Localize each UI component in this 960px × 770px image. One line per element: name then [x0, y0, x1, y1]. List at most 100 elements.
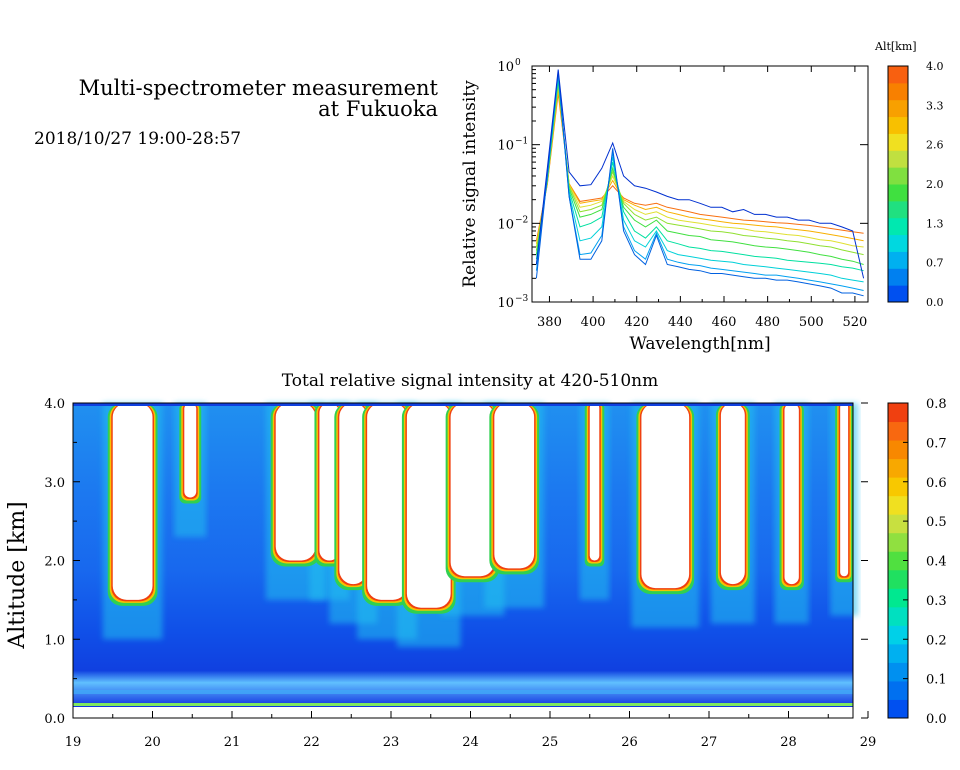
intensity-colorbar-swatch: [888, 569, 908, 589]
spectrum-series-line: [535, 83, 864, 256]
heatmap-x-tick-label: 20: [144, 735, 161, 750]
alt-colorbar-swatch: [888, 99, 908, 118]
spectrum-y-label: Relative signal intensity: [460, 80, 480, 288]
alt-colorbar-swatch: [888, 285, 908, 303]
cloud-region: [450, 403, 495, 577]
intensity-colorbar-swatch: [888, 551, 908, 571]
alt-colorbar-label: 1.3: [926, 217, 944, 230]
intensity-colorbar-swatch: [888, 680, 908, 700]
spectrum-series-line: [535, 69, 865, 279]
intensity-colorbar-label: 0.7: [926, 436, 947, 451]
intensity-colorbar-swatch: [888, 699, 908, 719]
heatmap-x-tick-label: 21: [224, 735, 241, 750]
spectrum-y-tick-exponent: −2: [515, 215, 528, 225]
spectrum-x-tick-label: 420: [624, 315, 649, 330]
spectrum-y-tick-label: 10: [497, 60, 514, 75]
heatmap-y-tick-label: 3.0: [44, 476, 65, 491]
spectrum-series-line: [535, 93, 864, 241]
intensity-colorbar-swatch: [888, 514, 908, 534]
heatmap-title: Total relative signal intensity at 420-5…: [282, 371, 658, 391]
heatmap-y-tick-label: 1.0: [44, 633, 65, 648]
cloud-region: [406, 403, 451, 608]
spectrum-series-line: [535, 80, 864, 265]
alt-colorbar-label: 2.0: [926, 178, 944, 191]
heatmap-x-tick-label: 27: [701, 735, 718, 750]
alt-colorbar-swatch: [888, 251, 908, 269]
heatmap-chart: Total relative signal intensity at 420-5…: [5, 371, 947, 750]
spectrum-series-line: [535, 78, 864, 272]
intensity-colorbar-swatch: [888, 440, 908, 460]
cloud-region: [112, 403, 153, 600]
spectrum-x-tick-label: 500: [799, 315, 824, 330]
spectrum-series-line: [535, 71, 864, 297]
figure-title-line1: Multi-spectrometer measurement: [79, 76, 439, 100]
heatmap-y-tick-label: 4.0: [44, 397, 65, 412]
spectrum-y-tick-exponent: −1: [515, 137, 528, 147]
heatmap-x-tick-label: 28: [780, 735, 797, 750]
spectrum-x-tick-label: 460: [712, 315, 737, 330]
alt-colorbar-swatch: [888, 66, 908, 84]
spectrum-x-tick-label: 400: [581, 315, 606, 330]
spectrum-series-group: [535, 69, 865, 297]
spectrum-x-label: Wavelength[nm]: [629, 334, 770, 354]
alt-colorbar-swatch: [888, 200, 908, 219]
intensity-colorbar-swatch: [888, 606, 908, 626]
heatmap-x-tick-label: 29: [860, 735, 877, 750]
spectrum-x-tick-label: 520: [842, 315, 867, 330]
spectrum-series-line: [535, 75, 864, 283]
alt-colorbar-frame: [887, 65, 909, 303]
alt-colorbar-title: Alt[km]: [874, 40, 917, 53]
intensity-colorbar-swatch: [888, 421, 908, 441]
alt-colorbar-label: 3.3: [926, 99, 944, 112]
heatmap-y-label: Altitude [km]: [5, 501, 30, 649]
heatmap-top-edge: [73, 403, 853, 406]
intensity-colorbar-swatch: [888, 588, 908, 608]
heatmap-y-tick-label: 0.0: [44, 712, 65, 727]
cloud-region: [641, 403, 690, 589]
intensity-colorbar-swatch: [888, 625, 908, 645]
intensity-colorbar-label: 0.6: [926, 476, 947, 491]
spectrum-x-ticks: 380 400 420 440 460 480 500 520: [537, 66, 867, 330]
cloud-region: [275, 403, 316, 561]
heatmap-y-ticks: 0.0 1.0 2.0 3.0 4.0: [44, 397, 868, 727]
intensity-colorbar-swatch: [888, 532, 908, 552]
alt-colorbar-label: 0.7: [926, 257, 944, 270]
cloud-region: [367, 403, 407, 600]
intensity-colorbar: 0.8 0.7 0.6 0.5 0.4 0.3 0.2 0.1 0.0: [887, 397, 947, 727]
intensity-colorbar-label: 0.1: [926, 673, 947, 688]
cloud-region: [184, 403, 197, 498]
alt-colorbar-label: 0.0: [926, 296, 944, 309]
alt-colorbar-swatch: [888, 150, 908, 168]
figure-datetime: 2018/10/27 19:00-28:57: [34, 129, 241, 149]
intensity-colorbar-label: 0.4: [926, 555, 947, 570]
cloud-region: [589, 403, 600, 561]
heatmap-x-ticks: 19 20 21 22 23 24 25 26 27 28 29: [65, 711, 877, 750]
spectrum-y-tick-label: 10: [497, 139, 514, 154]
intensity-colorbar-swatch: [888, 477, 908, 497]
intensity-colorbar-swatch: [888, 662, 908, 682]
spectrum-y-tick-label: 10: [497, 217, 514, 232]
alt-colorbar-label: 4.0: [926, 60, 944, 73]
heatmap-x-tick-label: 25: [542, 735, 559, 750]
alt-colorbar-label: 2.6: [926, 139, 944, 152]
figure-title-line2: at Fukuoka: [318, 97, 438, 121]
intensity-colorbar-label: 0.5: [926, 515, 947, 530]
spectrum-series-line: [535, 86, 864, 248]
alt-colorbar-swatch: [888, 268, 908, 286]
heatmap-cloud-regions: [107, 403, 854, 614]
spectrum-series-line: [535, 89, 864, 244]
alt-colorbar-swatch: [888, 133, 908, 151]
alt-colorbar-swatch: [888, 234, 908, 252]
spectrum-plot-frame: [531, 65, 869, 303]
alt-colorbar-swatch: [888, 82, 908, 101]
intensity-colorbar-label: 0.8: [926, 397, 947, 412]
heatmap-y-tick-label: 2.0: [44, 555, 65, 570]
alt-colorbar-swatch: [888, 116, 908, 134]
spectrum-y-tick-label: 10: [497, 296, 514, 311]
heatmap-x-tick-label: 22: [303, 735, 320, 750]
heatmap-x-tick-label: 26: [621, 735, 638, 750]
heatmap-x-tick-label: 24: [462, 735, 479, 750]
